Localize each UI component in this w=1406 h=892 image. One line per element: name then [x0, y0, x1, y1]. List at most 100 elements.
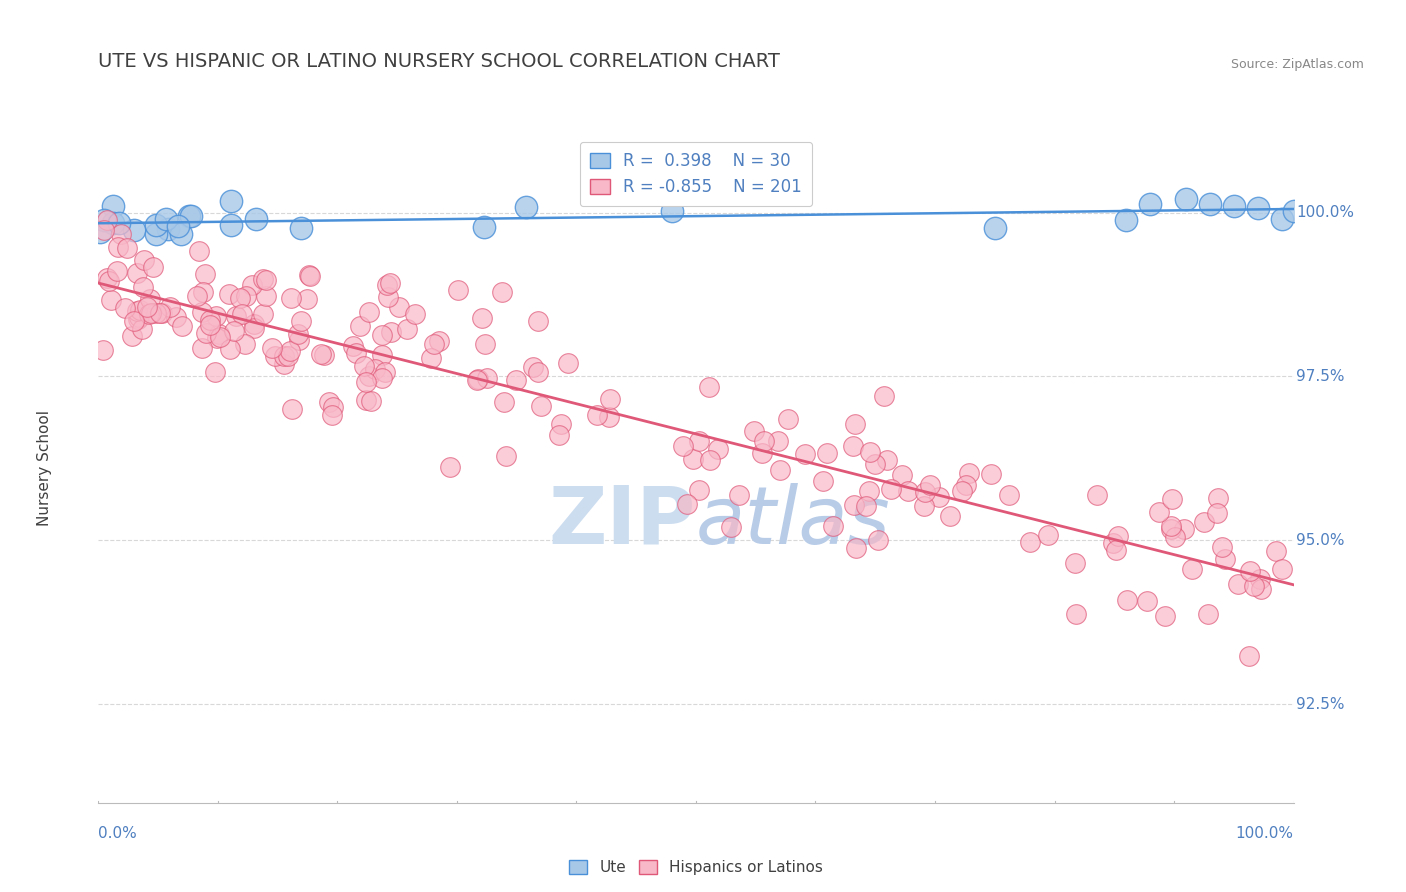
- Point: [359, 305, 381, 319]
- Point: [117, 241, 139, 255]
- Point: [371, 348, 394, 362]
- Point: [167, 219, 190, 233]
- Point: [697, 380, 720, 394]
- Point: [661, 203, 683, 218]
- Point: [1271, 562, 1294, 576]
- Point: [427, 334, 450, 348]
- Point: [395, 322, 418, 336]
- Point: [467, 372, 489, 386]
- Point: [231, 306, 253, 320]
- Point: [125, 304, 148, 318]
- Point: [142, 260, 165, 274]
- Point: [1198, 196, 1220, 211]
- Point: [155, 211, 177, 226]
- Point: [1206, 506, 1229, 520]
- Point: [194, 267, 217, 281]
- Point: [290, 314, 312, 328]
- Point: [682, 451, 704, 466]
- Point: [815, 446, 838, 460]
- Point: [388, 300, 411, 314]
- Point: [377, 277, 399, 292]
- Point: [139, 292, 162, 306]
- Point: [252, 272, 274, 286]
- Point: [312, 348, 335, 362]
- Point: [530, 399, 553, 413]
- Point: [180, 209, 202, 223]
- Point: [1064, 607, 1087, 621]
- Point: [277, 349, 299, 363]
- Point: [278, 343, 301, 358]
- Point: [688, 434, 710, 448]
- Point: [845, 541, 868, 555]
- Point: [103, 199, 125, 213]
- Point: [1139, 197, 1161, 211]
- Point: [89, 225, 111, 239]
- Point: [245, 211, 267, 226]
- Point: [122, 223, 145, 237]
- Point: [491, 285, 513, 299]
- Point: [1282, 204, 1305, 219]
- Point: [125, 266, 148, 280]
- Point: [897, 483, 920, 498]
- Point: [263, 349, 285, 363]
- Point: [1038, 527, 1060, 541]
- Point: [1211, 540, 1233, 554]
- Point: [586, 408, 609, 422]
- Point: [170, 227, 193, 241]
- Point: [225, 309, 247, 323]
- Point: [378, 277, 401, 291]
- Point: [727, 488, 749, 502]
- Point: [96, 212, 118, 227]
- Point: [890, 468, 912, 483]
- Point: [200, 318, 222, 332]
- Point: [235, 336, 257, 351]
- Point: [298, 268, 321, 282]
- Point: [1197, 607, 1219, 621]
- Text: atlas: atlas: [696, 483, 891, 561]
- Point: [957, 466, 980, 480]
- Point: [1250, 582, 1272, 596]
- Point: [950, 484, 973, 499]
- Point: [170, 318, 193, 333]
- Point: [145, 227, 167, 241]
- Point: [240, 277, 263, 292]
- Text: 92.5%: 92.5%: [1296, 697, 1344, 712]
- Point: [1064, 556, 1087, 570]
- Point: [191, 285, 214, 299]
- Point: [349, 319, 371, 334]
- Point: [127, 312, 149, 326]
- Point: [1222, 199, 1246, 213]
- Text: Source: ZipAtlas.com: Source: ZipAtlas.com: [1230, 58, 1364, 71]
- Text: Nursery School: Nursery School: [37, 410, 52, 526]
- Point: [423, 337, 446, 351]
- Point: [1136, 594, 1159, 608]
- Point: [876, 452, 898, 467]
- Text: 100.0%: 100.0%: [1236, 826, 1294, 841]
- Point: [1107, 529, 1129, 543]
- Point: [218, 287, 240, 301]
- Point: [93, 213, 115, 227]
- Point: [769, 463, 792, 477]
- Point: [229, 291, 252, 305]
- Point: [811, 474, 834, 488]
- Point: [676, 497, 699, 511]
- Point: [1243, 579, 1265, 593]
- Point: [353, 359, 375, 374]
- Point: [841, 439, 863, 453]
- Point: [129, 303, 152, 318]
- Point: [190, 341, 212, 355]
- Point: [208, 326, 231, 341]
- Point: [273, 357, 295, 371]
- Point: [280, 292, 302, 306]
- Point: [912, 500, 935, 514]
- Text: 95.0%: 95.0%: [1296, 533, 1344, 548]
- Point: [980, 467, 1002, 482]
- Point: [318, 394, 340, 409]
- Point: [492, 395, 515, 409]
- Point: [371, 327, 394, 342]
- Point: [356, 375, 378, 389]
- Point: [527, 313, 550, 327]
- Point: [1115, 212, 1137, 227]
- Legend: Ute, Hispanics or Latinos: Ute, Hispanics or Latinos: [562, 854, 830, 881]
- Point: [983, 220, 1005, 235]
